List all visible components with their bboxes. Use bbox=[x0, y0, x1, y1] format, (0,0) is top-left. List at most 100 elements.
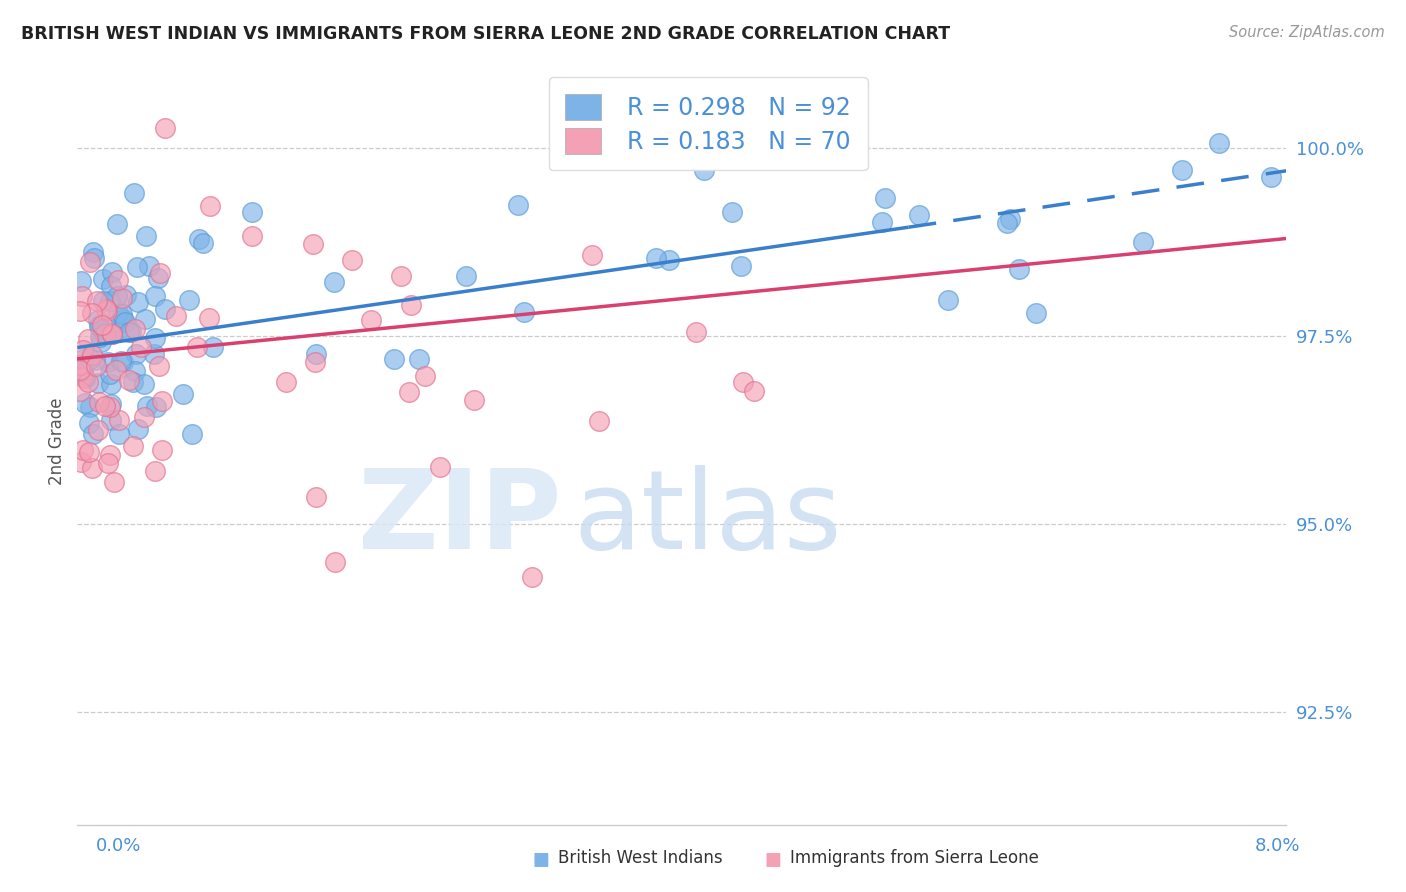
Point bbox=[186, 340, 208, 354]
Text: atlas: atlas bbox=[574, 465, 842, 572]
Point bbox=[938, 293, 960, 307]
Point bbox=[581, 248, 603, 262]
Point bbox=[305, 490, 328, 504]
Point bbox=[72, 351, 94, 366]
Point bbox=[72, 442, 94, 457]
Point bbox=[1025, 306, 1047, 320]
Point bbox=[645, 252, 668, 266]
Point bbox=[143, 289, 166, 303]
Point bbox=[79, 352, 101, 367]
Point bbox=[145, 401, 167, 415]
Point bbox=[96, 304, 118, 318]
Point bbox=[340, 252, 363, 267]
Point bbox=[69, 363, 91, 377]
Point bbox=[124, 364, 146, 378]
Point bbox=[873, 191, 896, 205]
Point bbox=[73, 370, 96, 384]
Text: 0.0%: 0.0% bbox=[96, 837, 141, 855]
Point bbox=[1208, 136, 1230, 151]
Point bbox=[731, 375, 754, 389]
Point bbox=[118, 325, 141, 339]
Point bbox=[136, 399, 159, 413]
Point bbox=[91, 272, 114, 286]
Point bbox=[75, 395, 97, 409]
Point bbox=[995, 216, 1018, 230]
Point bbox=[456, 269, 478, 284]
Point bbox=[89, 319, 111, 334]
Text: ZIP: ZIP bbox=[357, 465, 561, 572]
Point bbox=[107, 306, 129, 320]
Point bbox=[97, 456, 120, 470]
Point bbox=[107, 413, 129, 427]
Point bbox=[463, 393, 485, 408]
Point bbox=[94, 327, 117, 342]
Point bbox=[389, 269, 412, 284]
Point bbox=[87, 313, 110, 327]
Point bbox=[77, 444, 100, 458]
Point bbox=[150, 393, 173, 408]
Point bbox=[153, 120, 176, 135]
Point bbox=[429, 460, 451, 475]
Point bbox=[127, 295, 149, 310]
Point bbox=[730, 259, 752, 273]
Point bbox=[72, 343, 94, 357]
Point bbox=[401, 298, 423, 312]
Point bbox=[91, 318, 114, 332]
Point bbox=[91, 293, 114, 308]
Point bbox=[79, 255, 101, 269]
Point bbox=[105, 217, 128, 231]
Point bbox=[143, 347, 166, 361]
Point bbox=[693, 163, 716, 178]
Point bbox=[323, 555, 346, 569]
Point bbox=[382, 351, 405, 366]
Point bbox=[105, 362, 128, 376]
Point bbox=[97, 355, 120, 369]
Point bbox=[134, 311, 156, 326]
Point bbox=[201, 339, 224, 353]
Point bbox=[274, 375, 297, 389]
Point bbox=[80, 460, 103, 475]
Point bbox=[398, 384, 420, 399]
Point bbox=[125, 260, 148, 275]
Point bbox=[153, 301, 176, 316]
Point bbox=[114, 288, 136, 302]
Point bbox=[98, 448, 121, 462]
Point bbox=[98, 400, 121, 414]
Point bbox=[86, 376, 108, 391]
Point bbox=[188, 232, 211, 246]
Point bbox=[100, 377, 122, 392]
Point bbox=[120, 326, 142, 340]
Y-axis label: 2nd Grade: 2nd Grade bbox=[48, 398, 66, 485]
Point bbox=[98, 367, 121, 381]
Text: Source: ZipAtlas.com: Source: ZipAtlas.com bbox=[1229, 25, 1385, 40]
Point bbox=[1171, 163, 1194, 178]
Point bbox=[149, 266, 172, 280]
Point bbox=[685, 325, 707, 339]
Text: ▪: ▪ bbox=[531, 844, 551, 872]
Point bbox=[112, 312, 135, 326]
Point bbox=[658, 252, 681, 267]
Point bbox=[305, 347, 328, 361]
Point bbox=[80, 306, 103, 320]
Point bbox=[240, 228, 263, 243]
Point bbox=[198, 311, 221, 326]
Point bbox=[69, 358, 91, 372]
Point bbox=[86, 359, 108, 373]
Point bbox=[172, 387, 194, 401]
Text: Immigrants from Sierra Leone: Immigrants from Sierra Leone bbox=[790, 849, 1039, 867]
Point bbox=[122, 375, 145, 389]
Point bbox=[77, 332, 100, 346]
Point bbox=[1000, 212, 1022, 227]
Point bbox=[1008, 262, 1031, 277]
Point bbox=[907, 208, 929, 222]
Point bbox=[301, 236, 323, 251]
Text: British West Indians: British West Indians bbox=[558, 849, 723, 867]
Point bbox=[100, 265, 122, 279]
Point bbox=[89, 330, 111, 344]
Point bbox=[721, 205, 744, 219]
Point bbox=[143, 330, 166, 344]
Point bbox=[101, 325, 124, 339]
Point bbox=[107, 273, 129, 287]
Point bbox=[872, 215, 894, 229]
Point bbox=[77, 375, 100, 389]
